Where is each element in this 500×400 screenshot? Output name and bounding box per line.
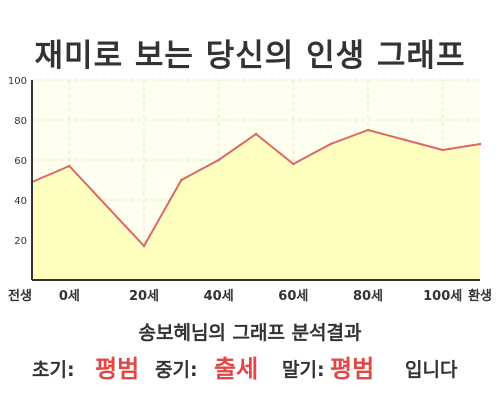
y-tick-label: 100 bbox=[8, 76, 27, 87]
result-heading: 송보혜님의 그래프 분석결과 bbox=[138, 322, 362, 344]
data-point bbox=[292, 162, 295, 166]
life-graph-chart: 20 40 60 80 100 전생 0세 20세 40세 60세 80세 100세 환생 bbox=[8, 76, 492, 304]
data-point bbox=[217, 158, 220, 162]
data-point bbox=[254, 132, 258, 136]
x-tick-label: 0세 bbox=[59, 289, 80, 304]
x-tick-label: 환생 bbox=[468, 288, 492, 304]
area-fill bbox=[32, 130, 480, 280]
middle-label: 중기: bbox=[155, 359, 198, 381]
data-point bbox=[180, 178, 183, 182]
x-tick-label: 80세 bbox=[353, 289, 383, 304]
result-summary: 초기: 평범 중기: 출세 말기: 평범 입니다 bbox=[0, 345, 500, 385]
early-value: 평범 bbox=[95, 355, 140, 383]
data-point bbox=[366, 128, 370, 132]
data-point bbox=[68, 164, 71, 168]
y-tick-label: 20 bbox=[14, 236, 27, 247]
data-point bbox=[478, 142, 482, 146]
x-tick-label: 40세 bbox=[204, 289, 234, 304]
x-tick-label: 20세 bbox=[129, 289, 159, 304]
x-tick-label: 전생 bbox=[8, 288, 32, 304]
middle-value: 출세 bbox=[214, 355, 259, 383]
late-value: 평범 bbox=[330, 355, 375, 383]
result-ending: 입니다 bbox=[405, 359, 458, 381]
y-tick-label: 80 bbox=[14, 116, 27, 127]
late-label: 말기: bbox=[282, 359, 325, 381]
early-label: 초기: bbox=[32, 359, 75, 381]
x-tick-label: 100세 bbox=[423, 289, 462, 304]
data-point bbox=[142, 244, 146, 248]
data-point bbox=[404, 138, 407, 142]
data-point bbox=[329, 142, 332, 146]
data-point bbox=[441, 148, 444, 152]
y-tick-label: 40 bbox=[14, 196, 27, 207]
series-line bbox=[31, 129, 481, 247]
x-tick-label: 60세 bbox=[278, 289, 308, 304]
y-tick-label: 60 bbox=[14, 156, 27, 167]
page-title: 재미로 보는 당신의 인생 그래프 bbox=[34, 38, 466, 74]
